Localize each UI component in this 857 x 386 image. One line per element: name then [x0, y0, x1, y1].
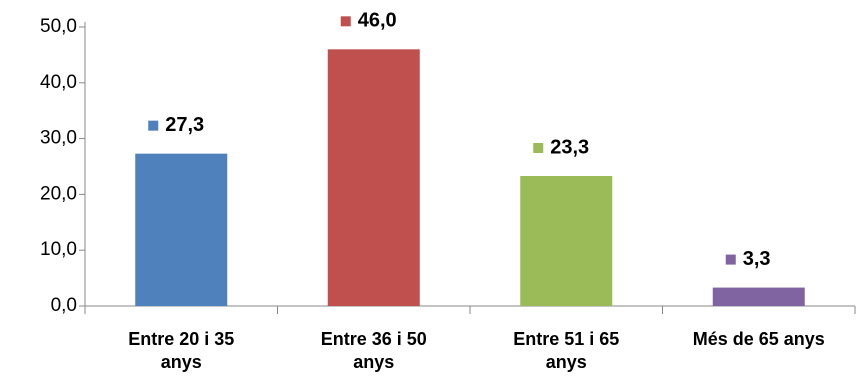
- y-tick-label: 40,0: [40, 72, 77, 93]
- y-tick-label: 0,0: [51, 295, 77, 316]
- label-key: [533, 142, 544, 153]
- y-tick-label: 10,0: [40, 239, 77, 260]
- y-tick-label: 20,0: [40, 183, 77, 204]
- y-tick-label: 50,0: [40, 16, 77, 37]
- y-tick-label: 30,0: [40, 128, 77, 149]
- bar: [520, 175, 613, 306]
- bar: [712, 287, 805, 306]
- bar: [135, 153, 228, 306]
- bar: [327, 49, 420, 306]
- x-tick-label: Més de 65 anys: [692, 329, 825, 349]
- x-tick-label: Entre 36 i 50 anys: [320, 329, 427, 372]
- label-key: [725, 254, 736, 265]
- x-tick-label: Entre 51 i 65 anys: [513, 329, 620, 372]
- data-label: 3,3: [743, 248, 771, 270]
- data-label: 46,0: [358, 10, 397, 32]
- label-key: [340, 16, 351, 27]
- x-tick-label: Entre 20 i 35 anys: [128, 329, 235, 372]
- data-label: 27,3: [165, 114, 204, 136]
- label-key: [148, 120, 159, 131]
- data-label: 23,3: [550, 136, 589, 158]
